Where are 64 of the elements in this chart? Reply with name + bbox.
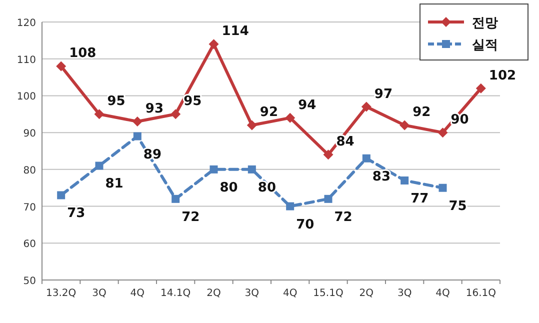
x-tick-label: 15.1Q <box>313 288 344 299</box>
data-label: 93 <box>145 102 164 117</box>
data-label: 102 <box>488 68 516 84</box>
data-label: 73 <box>67 206 86 222</box>
point <box>476 83 486 94</box>
point <box>246 120 257 130</box>
x-tick-label: 2Q <box>206 288 221 299</box>
data-label: 80 <box>220 180 238 196</box>
x-tick-label: 13.2Q <box>46 288 76 299</box>
y-tick-label: 120 <box>16 18 36 29</box>
point <box>361 102 372 112</box>
x-tick-label: 4Q <box>436 288 450 299</box>
point <box>132 116 142 127</box>
point <box>248 165 256 174</box>
point <box>286 202 294 210</box>
point <box>56 61 66 72</box>
data-label: 70 <box>296 217 314 232</box>
x-tick-label: 2Q <box>359 288 374 299</box>
y-tick-label: 90 <box>23 128 36 140</box>
x-tick-label: 16.1Q <box>466 288 496 299</box>
x-tick-label: 3Q <box>244 288 260 299</box>
data-label: 94 <box>298 98 316 113</box>
point <box>170 109 181 120</box>
x-tick-label: 4Q <box>130 288 145 299</box>
x-tick-label: 3Q <box>397 288 412 299</box>
data-label: 92 <box>260 105 278 120</box>
data-label: 95 <box>107 94 126 110</box>
y-tick-label: 50 <box>23 276 36 287</box>
point <box>95 162 104 170</box>
point <box>324 194 332 203</box>
x-tick-label: 14.1Q <box>160 288 191 299</box>
point <box>208 39 219 50</box>
point <box>57 191 66 200</box>
x-tick-label: 4Q <box>282 288 298 299</box>
point <box>210 165 218 174</box>
point <box>94 109 104 120</box>
data-label: 72 <box>182 210 200 225</box>
point <box>400 120 410 130</box>
data-label: 92 <box>412 105 431 120</box>
y-tick-label: 70 <box>23 202 36 214</box>
data-label: 75 <box>448 198 467 214</box>
data-label: 97 <box>374 86 393 102</box>
data-label: 77 <box>410 191 429 206</box>
point <box>438 128 448 138</box>
data-label: 95 <box>184 94 202 110</box>
point <box>323 150 334 160</box>
x-tick-label: 3Q <box>92 288 106 299</box>
point <box>400 176 409 184</box>
y-tick-label: 100 <box>16 92 36 103</box>
y-tick-label: 80 <box>23 165 36 176</box>
point <box>285 112 296 123</box>
point <box>133 132 142 140</box>
data-label: 72 <box>334 210 352 225</box>
point <box>362 154 370 162</box>
legend-label: 전망 <box>472 16 498 31</box>
legend-label: 실적 <box>472 38 498 53</box>
point <box>438 184 447 192</box>
y-tick-label: 60 <box>23 239 36 250</box>
data-label: 114 <box>222 24 249 40</box>
data-label: 81 <box>105 176 124 192</box>
y-tick-label: 110 <box>16 54 36 66</box>
data-label: 108 <box>69 46 96 62</box>
point <box>172 194 180 203</box>
data-label: 83 <box>372 169 391 184</box>
